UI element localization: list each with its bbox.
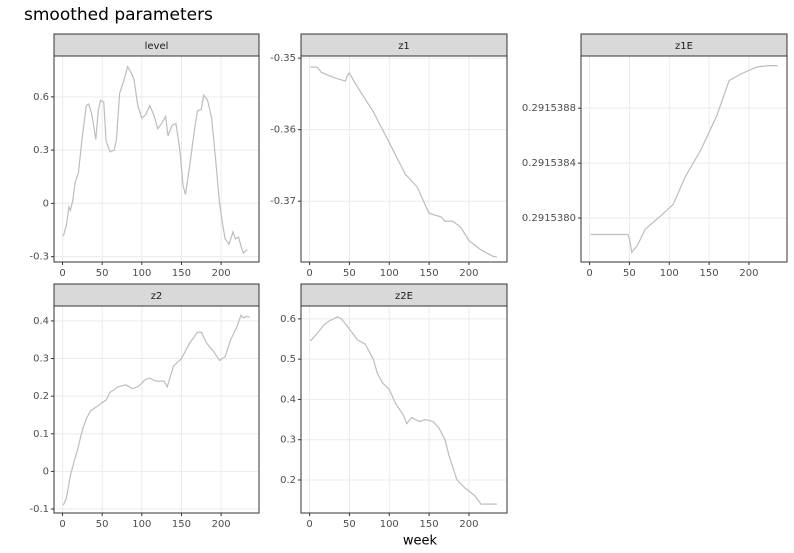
x-tick-label: 50 <box>343 268 356 279</box>
y-tick-label: 0.2 <box>33 391 49 402</box>
x-tick-label: 50 <box>623 268 636 279</box>
panel-title: level <box>145 41 169 52</box>
x-tick-label: 150 <box>172 268 191 279</box>
y-tick-label: 0.1 <box>33 429 49 440</box>
y-tick-label: -0.36 <box>270 125 296 136</box>
y-tick-label: 0.6 <box>280 314 296 325</box>
x-tick-label: 150 <box>420 519 439 530</box>
x-tick-label: 150 <box>172 519 191 530</box>
x-tick-label: 200 <box>212 519 231 530</box>
y-tick-label: -0.1 <box>29 504 49 515</box>
y-tick-label: 0.4 <box>33 316 49 327</box>
panel-border <box>53 305 260 514</box>
panel-border <box>53 55 260 263</box>
panel-title: z1 <box>398 41 410 52</box>
y-tick-label: 0.3 <box>33 354 49 365</box>
y-tick-label: -0.3 <box>29 252 49 263</box>
x-tick-label: 50 <box>96 268 109 279</box>
line <box>590 65 778 254</box>
y-tick-label: 0.5 <box>280 354 296 365</box>
y-tick-label: 0 <box>43 466 49 477</box>
line <box>62 314 250 506</box>
y-tick-label: -0.35 <box>270 53 296 64</box>
y-tick-label: 0.6 <box>33 92 49 103</box>
x-tick-label: 0 <box>59 519 65 530</box>
x-tick-label: 0 <box>586 268 592 279</box>
y-tick-label: 0.3 <box>33 145 49 156</box>
panel-border <box>300 305 508 514</box>
x-tick-label: 200 <box>212 268 231 279</box>
x-tick-label: 200 <box>459 519 478 530</box>
x-tick-label: 0 <box>306 519 312 530</box>
x-tick-label: 100 <box>380 519 399 530</box>
y-tick-label: 0.2915388 <box>522 103 576 114</box>
x-tick-label: 150 <box>700 268 719 279</box>
y-tick-label: 0 <box>43 198 49 209</box>
x-tick-label: 50 <box>96 519 109 530</box>
y-tick-label: 0.2915384 <box>522 158 576 169</box>
x-tick-label: 100 <box>380 268 399 279</box>
panel-border <box>580 55 788 263</box>
x-tick-label: 100 <box>660 268 679 279</box>
line <box>62 65 248 255</box>
x-tick-label: 0 <box>59 268 65 279</box>
plot-background <box>54 306 259 513</box>
plot-background <box>581 56 787 262</box>
panel-title: z2E <box>395 291 413 302</box>
x-tick-label: 200 <box>459 268 478 279</box>
x-tick-label: 100 <box>132 519 151 530</box>
x-tick-label: 0 <box>306 268 312 279</box>
chart-title: smoothed parameters <box>24 5 213 25</box>
x-axis-label: week <box>403 534 438 549</box>
y-tick-label: 0.2 <box>280 475 296 486</box>
y-tick-label: -0.37 <box>270 196 296 207</box>
panel-title: z1E <box>675 41 693 52</box>
plot-background <box>301 56 507 262</box>
panel-title: z2 <box>151 291 163 302</box>
plot-background <box>54 56 259 262</box>
x-tick-label: 100 <box>132 268 151 279</box>
x-tick-label: 50 <box>343 519 356 530</box>
y-tick-label: 0.3 <box>280 435 296 446</box>
plot-background <box>301 306 507 513</box>
x-tick-label: 150 <box>420 268 439 279</box>
line <box>309 316 497 505</box>
y-tick-label: 0.2915380 <box>522 213 576 224</box>
x-tick-label: 200 <box>739 268 758 279</box>
y-tick-label: 0.4 <box>280 394 296 405</box>
line <box>310 66 497 258</box>
panel-border <box>300 55 508 263</box>
